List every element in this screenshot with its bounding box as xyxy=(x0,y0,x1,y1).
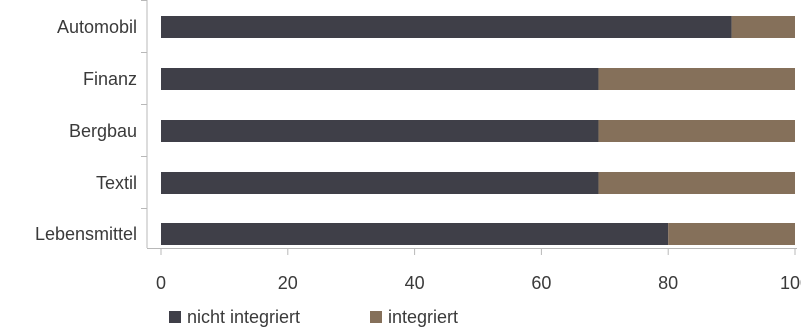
bar-integriert-lebensmittel xyxy=(668,223,795,245)
legend-swatch-integriert xyxy=(370,311,382,323)
bar-integriert-bergbau xyxy=(598,120,795,142)
bar-nicht-integriert-bergbau xyxy=(161,120,599,142)
legend-label-nicht-integriert: nicht integriert xyxy=(187,307,300,327)
x-tick-label-20: 20 xyxy=(278,273,298,293)
category-label-bergbau: Bergbau xyxy=(69,121,137,141)
legend-swatch-nicht-integriert xyxy=(169,311,181,323)
legend: nicht integriert integriert xyxy=(169,307,458,327)
x-tick-label-0: 0 xyxy=(156,273,166,293)
bar-integriert-finanz xyxy=(598,68,795,90)
bar-nicht-integriert-textil xyxy=(161,172,599,194)
bar-integriert-automobil xyxy=(731,16,795,38)
category-label-textil: Textil xyxy=(96,173,137,193)
category-label-lebensmittel: Lebensmittel xyxy=(35,224,137,244)
bar-nicht-integriert-finanz xyxy=(161,68,599,90)
x-tick-label-100: 100 xyxy=(780,273,801,293)
x-tick-label-80: 80 xyxy=(658,273,678,293)
category-label-finanz: Finanz xyxy=(83,69,137,89)
x-tick-label-60: 60 xyxy=(531,273,551,293)
legend-label-integriert: integriert xyxy=(388,307,458,327)
category-label-automobil: Automobil xyxy=(57,17,137,37)
bar-nicht-integriert-automobil xyxy=(161,16,732,38)
bars-layer xyxy=(161,16,795,245)
category-labels: Automobil Finanz Bergbau Textil Lebensmittel xyxy=(35,17,137,244)
bar-integriert-textil xyxy=(598,172,795,194)
x-tick-label-40: 40 xyxy=(405,273,425,293)
x-axis: 0 20 40 60 80 100 xyxy=(141,0,801,293)
bar-nicht-integriert-lebensmittel xyxy=(161,223,669,245)
